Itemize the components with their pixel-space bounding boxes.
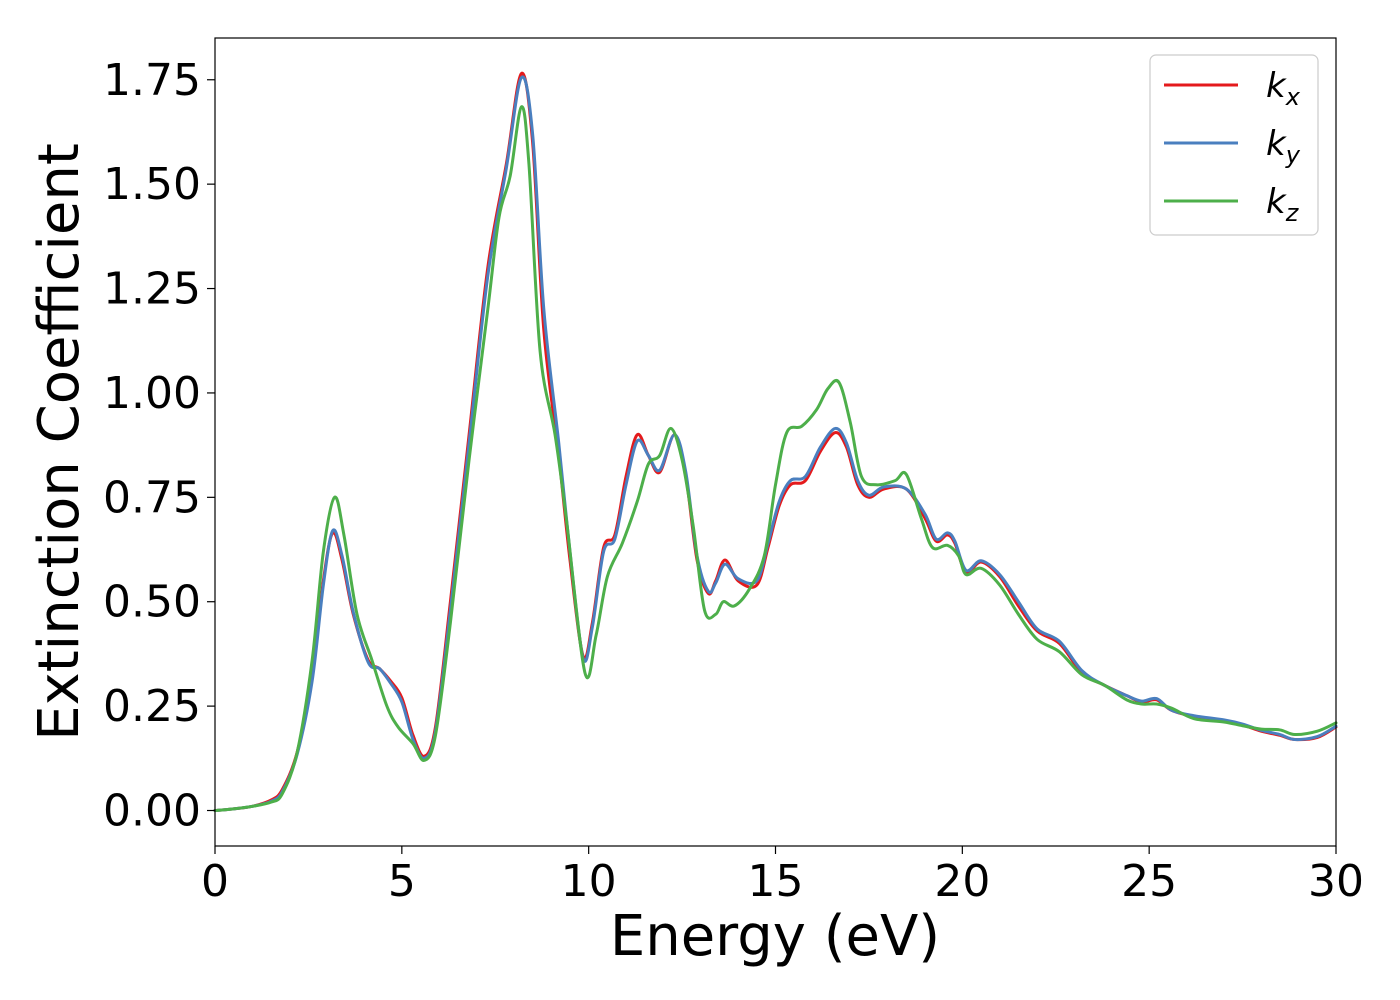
legend: kx ky kz <box>1149 54 1319 236</box>
plot-lines <box>213 71 1338 813</box>
x-tick-label: 0 <box>201 856 229 907</box>
series-line-z <box>213 105 1338 813</box>
x-tick-label: 25 <box>1121 856 1177 907</box>
y-tick-label: 0.75 <box>103 472 201 523</box>
x-tick-label: 10 <box>561 856 617 907</box>
x-axis-title: Energy (eV) <box>610 904 940 969</box>
x-tick-label: 20 <box>934 856 990 907</box>
x-tick-label: 15 <box>748 856 804 907</box>
y-tick-label: 1.75 <box>103 55 201 106</box>
x-tick-label: 30 <box>1308 856 1364 907</box>
y-tick-label: 1.00 <box>103 368 201 419</box>
legend-label-x: kx <box>1266 66 1301 111</box>
y-axis-title: Extinction Coefficient <box>27 143 92 741</box>
y-axis: 0.00 0.25 0.50 0.75 1.00 1.25 1.50 1.75 <box>103 55 215 837</box>
y-tick-label: 0.25 <box>103 681 201 732</box>
legend-box <box>1149 54 1319 236</box>
legend-label-y: ky <box>1266 124 1301 169</box>
legend-label-z: kz <box>1266 182 1300 227</box>
y-tick-label: 0.50 <box>103 577 201 628</box>
y-tick-label: 1.50 <box>103 159 201 210</box>
y-tick-label: 1.25 <box>103 264 201 315</box>
x-tick-label: 5 <box>388 856 416 907</box>
y-tick-label: 0.00 <box>103 786 201 837</box>
x-axis: 0 5 10 15 20 25 30 <box>201 846 1364 907</box>
